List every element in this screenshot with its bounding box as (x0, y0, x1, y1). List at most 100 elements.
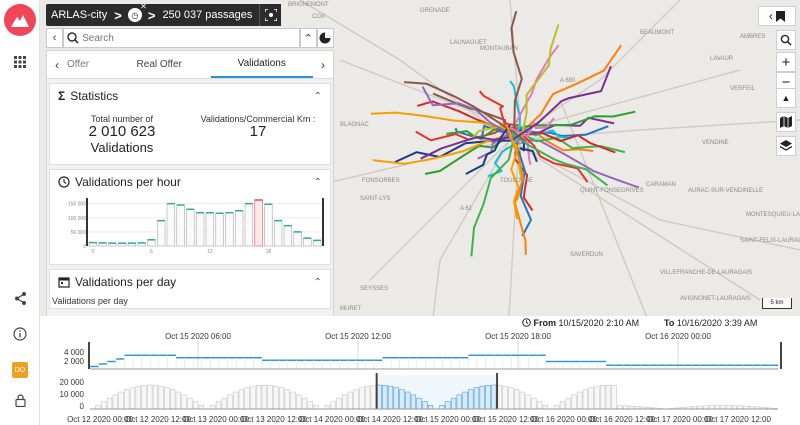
timeline-handle-left (88, 342, 90, 369)
per-day-card: Validations per day ⌃ Validations per da… (49, 269, 331, 309)
bus-route-line (370, 111, 508, 131)
overview-bar (554, 404, 560, 410)
basemap-button[interactable] (776, 112, 796, 132)
overview-bar (577, 391, 583, 410)
collapse-panel-button[interactable]: ‹ (46, 28, 64, 48)
histogram-bar (195, 212, 205, 247)
overview-bar (370, 385, 376, 410)
overview-bar (261, 384, 267, 410)
statistics-title: Statistics (70, 89, 119, 103)
bus-route-line (465, 124, 511, 175)
per-hour-histogram[interactable]: 150 000 100 000 50 000 00 6 12 18 (50, 194, 332, 264)
share-icon[interactable] (0, 286, 40, 310)
analytics-panel: ‹ Offer Real Offer Validations › Σ Stati… (46, 50, 334, 342)
overview-bar (525, 394, 531, 410)
map-canvas (199, 0, 800, 425)
overview-x-tick: Oct 13 2020 00:00 (183, 415, 249, 424)
overview-bar (324, 404, 331, 410)
overview-bar (95, 404, 101, 410)
histogram-bar (254, 199, 263, 247)
overview-bar (124, 389, 130, 410)
tab-validations[interactable]: Validations (210, 51, 313, 78)
map-place-label: MURET (340, 306, 362, 312)
total-validations-metric: Total number of 2 010 623 Validations (54, 114, 190, 156)
overview-bar (164, 387, 170, 410)
bus-route-line (512, 65, 612, 141)
tab-offer[interactable]: Offer (67, 59, 90, 70)
timeline-chart[interactable]: Oct 15 2020 06:00 Oct 15 2020 12:00 Oct 15… (40, 329, 800, 425)
metric-unit: Validations (90, 140, 154, 155)
search-input[interactable] (82, 32, 263, 44)
overview-bar (141, 385, 147, 410)
bus-route-line (470, 124, 518, 257)
overview-bar (256, 385, 262, 410)
map-search-button[interactable] (776, 30, 796, 50)
tab-real-offer[interactable]: Real Offer (136, 59, 182, 70)
app-logo[interactable] (4, 4, 36, 36)
reset-north-button[interactable]: ▲ (776, 88, 796, 108)
overview-bar (290, 391, 296, 410)
metric-value: 17 (249, 123, 267, 140)
compass-icon: ▲ (781, 93, 791, 103)
map-place-label: QUINT-FONSEGRIVES (580, 188, 644, 194)
right-panel-toggle[interactable]: ‹ (758, 6, 796, 26)
timeline-y-tick: 2 000 (64, 357, 85, 366)
overview-bar (106, 397, 113, 410)
x-tick-label: 18 (266, 249, 272, 255)
brush-handle-right (322, 198, 324, 246)
time-filter-chip[interactable]: ◷ ✕ (124, 2, 147, 26)
chevron-up-icon: ⌃ (303, 32, 313, 45)
analytics-button[interactable] (316, 28, 335, 48)
map-icon (780, 116, 792, 128)
focus-button[interactable] (259, 4, 282, 26)
per-hour-header[interactable]: Validations per hour ⌃ (50, 170, 330, 194)
lock-icon[interactable] (0, 388, 40, 412)
overview-bar (720, 405, 726, 410)
zoom-in-button[interactable]: + (776, 52, 796, 72)
timeline-top-tick: Oct 16 2020 00:00 (645, 332, 711, 341)
search-icon (780, 34, 792, 46)
map-place-label: LAVAUR (710, 56, 734, 62)
overview-bar (301, 397, 308, 410)
per-day-header[interactable]: Validations per day ⌃ (50, 270, 330, 294)
chevron-up-icon[interactable]: ⌃ (313, 90, 322, 102)
overview-bar (559, 401, 566, 410)
tabs-prev-button[interactable]: ‹ (55, 57, 59, 72)
histogram-bar (156, 220, 166, 247)
plus-icon: + (781, 53, 791, 71)
histogram-bar (303, 237, 312, 247)
map-place-label: VENDINE (702, 140, 729, 146)
statistics-card: Σ Statistics ⌃ Total number of 2 010 623… (49, 83, 331, 165)
statistics-header[interactable]: Σ Statistics ⌃ (50, 84, 330, 108)
focus-icon (264, 9, 277, 21)
info-icon[interactable] (0, 322, 40, 346)
apps-grid-icon[interactable] (0, 50, 40, 74)
user-avatar[interactable]: DO (12, 362, 28, 378)
overview-bar (278, 387, 285, 410)
timeline: From 10/15/2020 2:10 AM To 10/16/2020 3:… (40, 316, 800, 425)
overview-bar (571, 394, 577, 410)
tabs-next-button[interactable]: › (321, 57, 325, 72)
road (509, 139, 800, 251)
chevron-up-icon[interactable]: ⌃ (313, 276, 322, 288)
y-tick-label: 50 000 (71, 230, 87, 236)
result-count: 250 037 passages (162, 9, 253, 21)
clock-icon: ◷ ✕ (127, 2, 147, 22)
map-place-label: A 680 (560, 78, 576, 84)
pie-chart-icon (319, 32, 331, 44)
chevron-left-icon: ‹ (52, 32, 57, 44)
bus-route-line (420, 134, 523, 160)
bus-route-line (510, 131, 609, 187)
expand-button[interactable]: ⌃ (299, 28, 317, 48)
ratio-metric: Validations/Commercial Km : 17 (190, 114, 326, 156)
overview-bar (238, 389, 245, 410)
layers-button[interactable] (776, 136, 796, 156)
overview-bar (210, 404, 216, 410)
selection-handle-right (496, 373, 499, 409)
remove-filter-icon[interactable]: ✕ (140, 2, 147, 11)
app-name: ARLAS-city (51, 9, 108, 21)
overview-x-tick: Oct 12 2020 00:00 (67, 415, 133, 424)
search-box[interactable] (63, 28, 300, 48)
chevron-up-icon[interactable]: ⌃ (313, 176, 322, 188)
bus-route-line (518, 131, 616, 154)
